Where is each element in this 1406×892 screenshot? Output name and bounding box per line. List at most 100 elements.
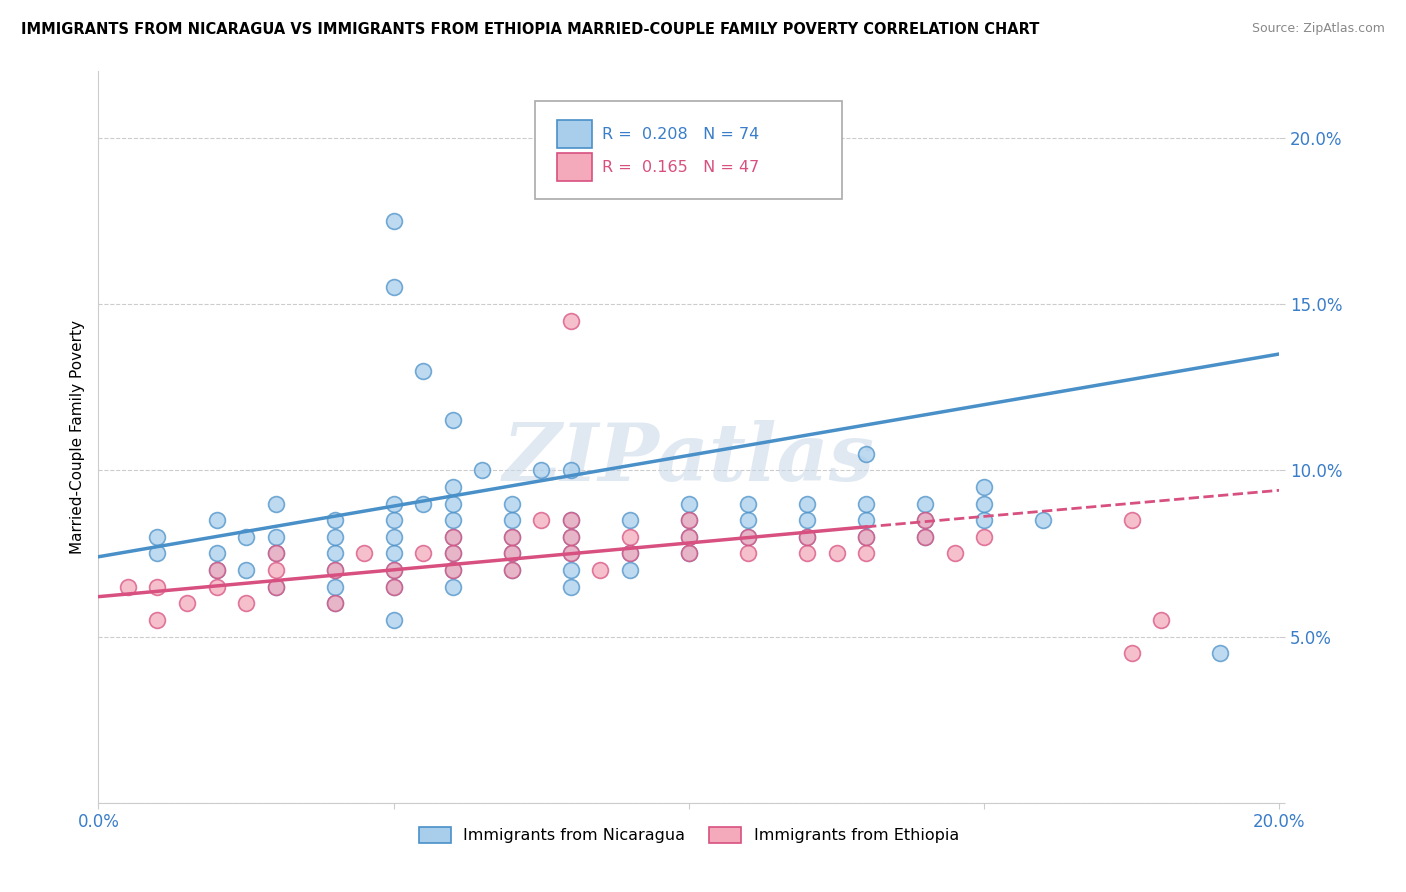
Point — [441, 563, 464, 577]
Point — [382, 580, 405, 594]
Point — [943, 546, 966, 560]
Point — [235, 530, 257, 544]
Point — [235, 596, 257, 610]
Point — [264, 497, 287, 511]
Point — [1150, 613, 1173, 627]
Point — [501, 530, 523, 544]
Point — [441, 563, 464, 577]
Point — [678, 513, 700, 527]
Text: R =  0.165   N = 47: R = 0.165 N = 47 — [602, 160, 759, 175]
Point — [323, 596, 346, 610]
Point — [501, 563, 523, 577]
Point — [914, 530, 936, 544]
Point — [235, 563, 257, 577]
Point — [560, 580, 582, 594]
Point — [560, 314, 582, 328]
Point — [412, 363, 434, 377]
Text: IMMIGRANTS FROM NICARAGUA VS IMMIGRANTS FROM ETHIOPIA MARRIED-COUPLE FAMILY POVE: IMMIGRANTS FROM NICARAGUA VS IMMIGRANTS … — [21, 22, 1039, 37]
Y-axis label: Married-Couple Family Poverty: Married-Couple Family Poverty — [69, 320, 84, 554]
Point — [382, 513, 405, 527]
Point — [441, 530, 464, 544]
Point — [205, 580, 228, 594]
Point — [973, 480, 995, 494]
Text: R =  0.208   N = 74: R = 0.208 N = 74 — [602, 127, 759, 142]
Point — [1121, 646, 1143, 660]
Point — [560, 530, 582, 544]
Point — [914, 513, 936, 527]
Point — [560, 563, 582, 577]
Point — [560, 513, 582, 527]
Point — [973, 530, 995, 544]
Point — [973, 497, 995, 511]
Point — [264, 546, 287, 560]
Point — [264, 530, 287, 544]
Point — [323, 563, 346, 577]
Point — [855, 530, 877, 544]
Point — [264, 563, 287, 577]
Point — [382, 613, 405, 627]
Point — [619, 563, 641, 577]
Point — [914, 497, 936, 511]
Point — [855, 447, 877, 461]
Point — [501, 513, 523, 527]
Point — [205, 563, 228, 577]
Point — [530, 513, 553, 527]
Point — [1121, 513, 1143, 527]
Point — [205, 513, 228, 527]
Point — [146, 530, 169, 544]
Point — [501, 497, 523, 511]
Point — [323, 546, 346, 560]
Point — [914, 530, 936, 544]
Point — [441, 546, 464, 560]
Point — [501, 546, 523, 560]
Point — [382, 280, 405, 294]
Point — [441, 413, 464, 427]
Point — [619, 530, 641, 544]
Point — [737, 513, 759, 527]
Point — [796, 513, 818, 527]
Point — [678, 497, 700, 511]
Point — [323, 563, 346, 577]
Point — [146, 546, 169, 560]
Point — [205, 546, 228, 560]
Point — [441, 513, 464, 527]
Point — [323, 513, 346, 527]
Point — [530, 463, 553, 477]
Point — [117, 580, 139, 594]
Point — [560, 546, 582, 560]
Point — [412, 497, 434, 511]
Point — [855, 530, 877, 544]
Point — [678, 513, 700, 527]
Point — [382, 563, 405, 577]
Point — [264, 580, 287, 594]
Point — [501, 546, 523, 560]
Point — [560, 530, 582, 544]
Point — [678, 530, 700, 544]
Point — [560, 546, 582, 560]
Point — [678, 530, 700, 544]
Point — [441, 546, 464, 560]
Point — [560, 463, 582, 477]
Point — [737, 530, 759, 544]
FancyBboxPatch shape — [557, 120, 592, 148]
Point — [737, 497, 759, 511]
Point — [855, 546, 877, 560]
Point — [205, 563, 228, 577]
Point — [914, 513, 936, 527]
Point — [619, 546, 641, 560]
Point — [323, 596, 346, 610]
Point — [501, 530, 523, 544]
Legend: Immigrants from Nicaragua, Immigrants from Ethiopia: Immigrants from Nicaragua, Immigrants fr… — [412, 821, 966, 850]
Text: Source: ZipAtlas.com: Source: ZipAtlas.com — [1251, 22, 1385, 36]
Point — [796, 546, 818, 560]
Point — [353, 546, 375, 560]
Point — [855, 513, 877, 527]
Point — [619, 546, 641, 560]
Point — [382, 580, 405, 594]
Point — [176, 596, 198, 610]
Point — [441, 497, 464, 511]
Point — [619, 513, 641, 527]
Point — [1032, 513, 1054, 527]
Point — [471, 463, 494, 477]
Point — [855, 497, 877, 511]
